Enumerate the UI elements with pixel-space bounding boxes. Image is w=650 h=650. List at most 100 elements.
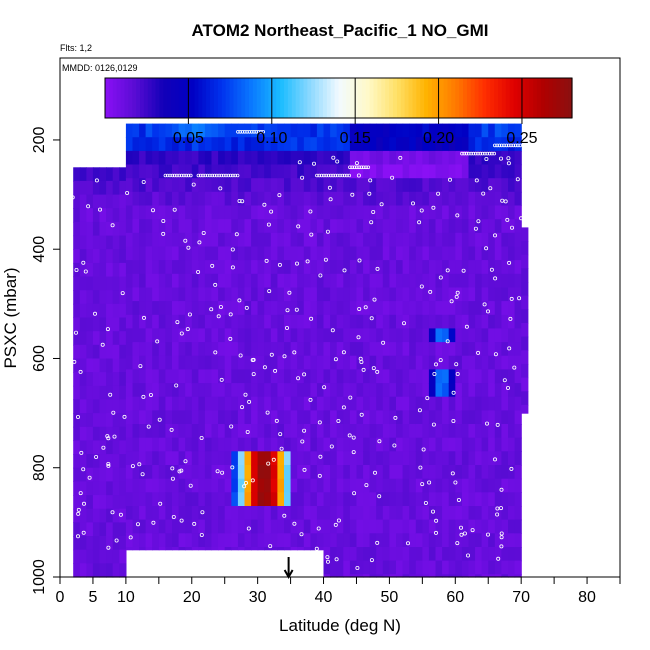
heatmap-cell: [461, 342, 470, 357]
heatmap-cell: [409, 533, 417, 548]
heatmap-cell: [231, 123, 239, 138]
heatmap-cell: [251, 137, 259, 152]
track-point: [78, 369, 83, 374]
heatmap-cell: [218, 451, 226, 466]
track-point: [163, 173, 168, 178]
heatmap-cell: [481, 396, 489, 411]
heatmap-cell: [185, 342, 193, 357]
colorbar-swatch: [404, 78, 410, 118]
heatmap-cell: [488, 342, 496, 357]
track-point: [161, 218, 166, 223]
track-point: [292, 350, 297, 355]
heatmap-cell: [185, 383, 193, 398]
heatmap-cell: [303, 246, 311, 261]
heatmap-cell: [165, 369, 173, 384]
heatmap-cell: [178, 451, 186, 466]
heatmap-cell: [435, 560, 443, 575]
heatmap-cell: [514, 164, 522, 179]
heatmap-cell: [494, 547, 502, 562]
heatmap-cell: [435, 178, 443, 193]
heatmap-cell: [402, 342, 410, 357]
colorbar-swatch: [276, 78, 281, 118]
heatmap-cell: [363, 123, 371, 138]
heatmap-cell: [363, 451, 371, 466]
heatmap-cell: [106, 344, 114, 360]
heatmap-cell: [191, 219, 199, 234]
heatmap-cell: [244, 506, 252, 521]
heatmap-cell: [316, 246, 325, 261]
heatmap-cell: [165, 273, 173, 289]
heatmap-cell: [448, 287, 456, 302]
heatmap-cell: [448, 191, 456, 207]
heatmap-cell: [290, 519, 298, 534]
heatmap-cell: [422, 150, 430, 166]
heatmap-cell: [468, 560, 476, 575]
heatmap-cell: [428, 369, 437, 384]
track-point: [237, 198, 242, 203]
heatmap-cell: [343, 150, 351, 166]
heatmap-cell: [382, 150, 390, 166]
track-point: [366, 165, 371, 170]
heatmap-cell: [475, 342, 483, 357]
heatmap-cell: [270, 123, 278, 138]
heatmap-cell: [363, 355, 371, 370]
heatmap-cell: [310, 260, 318, 275]
heatmap-cell: [270, 246, 278, 261]
track-point: [375, 369, 380, 374]
track-point: [215, 469, 220, 474]
heatmap-cell: [284, 314, 292, 330]
track-point: [65, 427, 70, 432]
heatmap-cell: [396, 519, 404, 534]
heatmap-cell: [369, 519, 377, 534]
track-point: [502, 378, 507, 383]
heatmap-cell: [382, 137, 390, 152]
flight-track-points: [65, 130, 524, 580]
heatmap-cell: [409, 260, 417, 275]
heatmap-cell: [501, 260, 509, 275]
heatmap-cell: [488, 314, 496, 330]
track-point: [308, 209, 313, 214]
track-point: [357, 258, 362, 263]
heatmap-cell: [389, 273, 397, 289]
heatmap-cell: [402, 437, 410, 452]
heatmap-cell: [244, 137, 252, 152]
heatmap-cell: [284, 547, 292, 551]
heatmap-cell: [402, 260, 410, 275]
heatmap-cell: [251, 219, 259, 234]
heatmap-cell: [198, 451, 206, 466]
heatmap-cell: [237, 178, 246, 193]
heatmap-cell: [514, 547, 522, 562]
heatmap-cell: [290, 191, 298, 207]
heatmap-cell: [369, 164, 377, 179]
heatmap-cell: [488, 492, 496, 507]
track-point: [183, 459, 188, 464]
heatmap-cell: [106, 508, 114, 523]
heatmap-cell: [514, 342, 522, 357]
heatmap-cell: [415, 547, 423, 562]
track-point: [208, 173, 212, 178]
heatmap-cell: [448, 574, 456, 578]
heatmap-cell: [415, 424, 423, 439]
heatmap-cell: [158, 478, 166, 493]
heatmap-cell: [468, 437, 476, 452]
heatmap-cell: [224, 506, 232, 521]
heatmap-cell: [501, 560, 509, 575]
heatmap-cell: [231, 533, 239, 548]
heatmap-cell: [86, 536, 94, 551]
heatmap-cell: [165, 314, 173, 330]
track-point: [322, 173, 326, 178]
track-point: [285, 308, 290, 313]
heatmap-cell: [363, 506, 371, 521]
heatmap-cell: [106, 235, 114, 250]
colorbar-swatch: [482, 78, 487, 118]
heatmap-cell: [165, 492, 173, 507]
colorbar-swatch: [326, 78, 332, 118]
heatmap-cell: [402, 246, 410, 261]
heatmap-cell: [277, 164, 285, 179]
heatmap-cell: [310, 369, 318, 384]
track-point: [221, 173, 226, 178]
heatmap-cell: [112, 221, 120, 237]
track-point: [165, 173, 170, 178]
heatmap-cell: [145, 328, 153, 343]
colorbar-swatch: [136, 78, 141, 118]
